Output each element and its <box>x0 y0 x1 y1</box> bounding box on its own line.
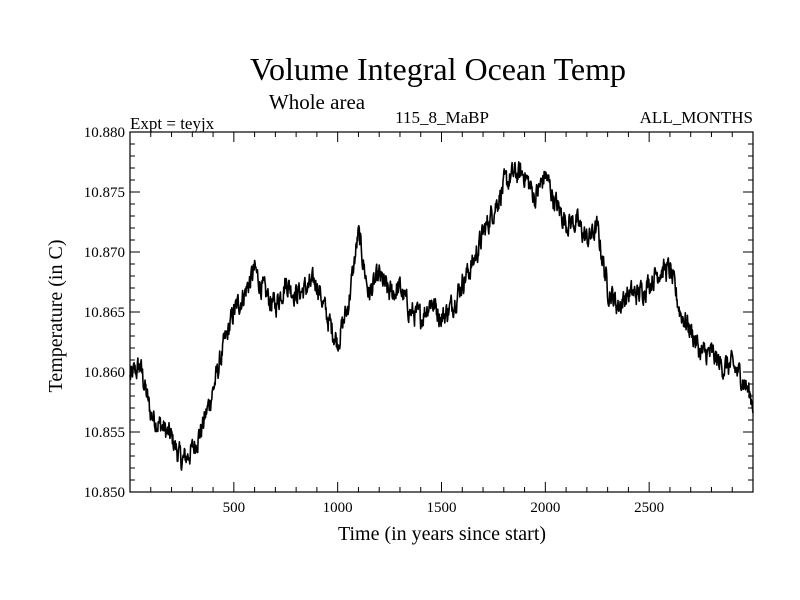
temperature-series-line <box>129 161 754 471</box>
y-tick-label: 10.875 <box>84 185 125 201</box>
x-tick-label: 2000 <box>530 500 560 516</box>
y-tick-label: 10.870 <box>84 245 125 261</box>
x-tick-label: 2500 <box>634 500 664 516</box>
y-tick-label: 10.865 <box>84 305 125 321</box>
y-tick-label: 10.880 <box>84 125 125 141</box>
months-label: ALL_MONTHS <box>640 108 753 127</box>
axis-ticks <box>130 132 753 492</box>
x-tick-label: 1500 <box>427 500 457 516</box>
y-axis-label: Temperature (in C) <box>45 240 67 393</box>
y-tick-label: 10.860 <box>84 365 125 381</box>
y-tick-label: 10.855 <box>84 425 125 441</box>
period-label: 115_8_MaBP <box>395 108 489 127</box>
plot-frame <box>129 131 754 493</box>
chart-title: Volume Integral Ocean Temp <box>250 51 626 87</box>
x-tick-label: 500 <box>223 500 246 516</box>
x-tick-label: 1000 <box>323 500 353 516</box>
x-axis-label: Time (in years since start) <box>338 523 546 545</box>
y-tick-label: 10.850 <box>84 485 125 501</box>
series-layer <box>129 161 754 471</box>
axis-tick-labels: 500 1000 1500 2000 2500 10.850 10.855 10.860 10.… <box>84 125 664 516</box>
experiment-label: Expt = teyjx <box>130 114 215 133</box>
chart-subtitle: Whole area <box>269 90 366 114</box>
